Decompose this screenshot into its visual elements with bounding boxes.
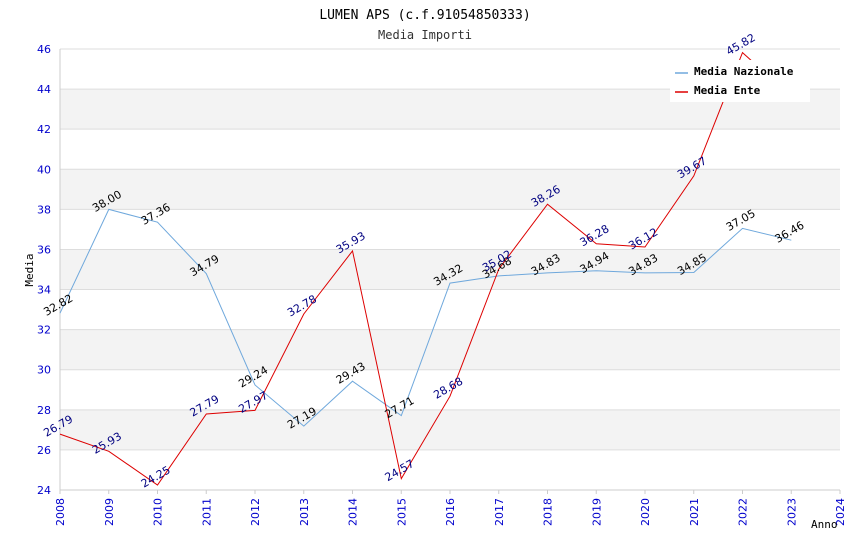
series-line-media-nazionale — [59, 208, 792, 427]
y-tick-label: 42 — [37, 123, 51, 136]
chart-subtitle: Media Importi — [378, 28, 472, 42]
x-tick-label: 2008 — [54, 498, 67, 526]
data-label-media-ente: 36.12 — [626, 225, 660, 252]
x-tick-label: 2017 — [493, 498, 506, 526]
grid-lines — [60, 48, 840, 491]
x-tick-label: 2009 — [103, 498, 116, 526]
series-lines — [59, 51, 792, 486]
y-tick-label: 44 — [37, 83, 51, 96]
y-tick-label: 30 — [37, 364, 51, 377]
x-tick-label: 2015 — [395, 498, 408, 526]
y-tick-label: 40 — [37, 163, 51, 176]
series-line-media-ente — [59, 51, 792, 486]
y-tick-label: 46 — [37, 43, 51, 56]
x-tick-label: 2013 — [298, 498, 311, 526]
legend-label-media-ente: Media Ente — [694, 84, 761, 97]
data-label-media-ente: 28.68 — [431, 375, 465, 402]
y-tick-label: 32 — [37, 324, 51, 337]
x-tick-label: 2023 — [785, 498, 798, 526]
data-label-media-ente: 36.28 — [578, 222, 612, 249]
y-tick-label: 24 — [37, 484, 51, 497]
y-tick-label: 36 — [37, 243, 51, 256]
grid-band — [60, 169, 840, 210]
legend-box — [670, 60, 810, 102]
data-label-media-nazionale: 36.46 — [773, 219, 807, 246]
data-label-media-ente: 24.25 — [139, 463, 173, 490]
grid-band — [60, 409, 840, 450]
grid-band — [60, 329, 840, 370]
x-tick-label: 2010 — [152, 498, 165, 526]
y-tick-label: 26 — [37, 444, 51, 457]
x-tick-label: 2022 — [737, 498, 750, 526]
x-tick-label: 2012 — [249, 498, 262, 526]
y-axis-ticks: 24 26 28 30 32 34 36 38 40 42 44 46 — [37, 43, 51, 497]
x-tick-label: 2020 — [639, 498, 652, 526]
x-tick-label: 2014 — [347, 498, 360, 526]
x-tick-label: 2024 — [834, 498, 847, 526]
legend: Media Nazionale Media Ente — [670, 60, 810, 102]
legend-label-media-nazionale: Media Nazionale — [694, 65, 794, 78]
y-tick-label: 38 — [37, 203, 51, 216]
data-label-media-ente: 24.57 — [383, 457, 417, 484]
x-axis-label: Anno — [811, 518, 838, 531]
chart-title: LUMEN APS (c.f.91054850333) — [319, 8, 530, 23]
data-label-media-ente: 45.82 — [724, 31, 758, 58]
y-tick-label: 34 — [37, 284, 51, 297]
grid-bands — [60, 89, 840, 450]
x-tick-label: 2019 — [590, 498, 603, 526]
y-axis-label: Media — [23, 253, 36, 286]
x-axis-ticks: 2008 2009 2010 2011 2012 2013 2014 2015 2016 2017… — [54, 490, 847, 526]
data-label-media-ente: 32.78 — [285, 292, 319, 319]
x-tick-label: 2011 — [200, 498, 213, 526]
x-tick-label: 2021 — [688, 498, 701, 526]
y-tick-label: 28 — [37, 404, 51, 417]
x-tick-label: 2016 — [444, 498, 457, 526]
x-tick-label: 2018 — [542, 498, 555, 526]
